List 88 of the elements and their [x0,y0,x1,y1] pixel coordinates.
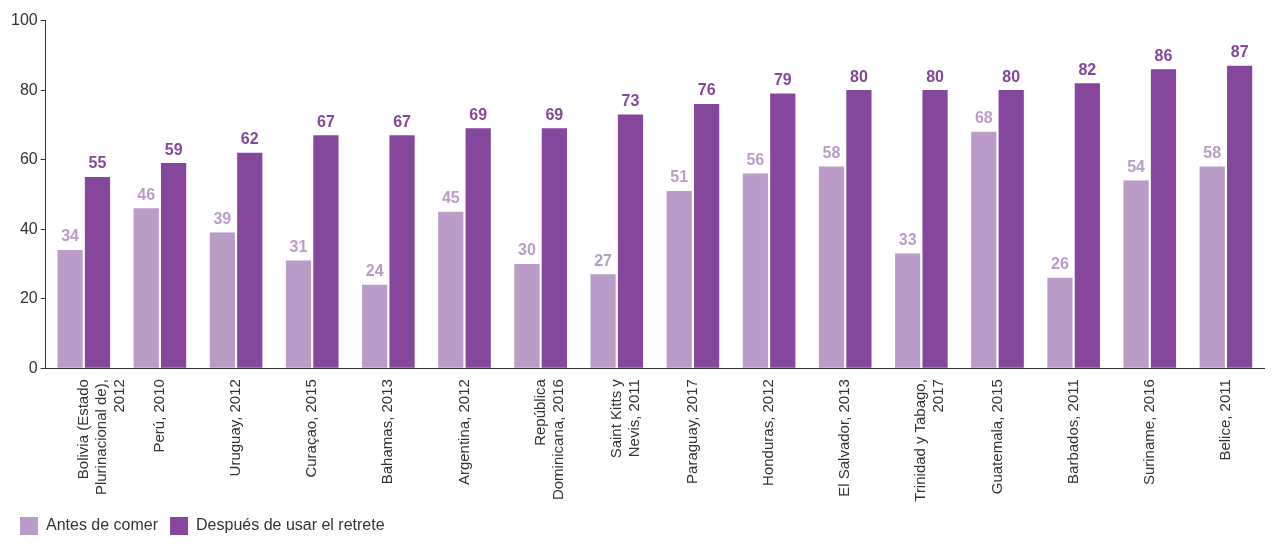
x-tick-label: Argentina, 2012 [454,379,472,486]
bar [666,190,692,368]
x-tick-label: Honduras, 2012 [759,379,777,486]
bar [438,211,464,368]
x-tick-label: Suriname, 2016 [1139,379,1157,486]
x-tick-label: Paraguay, 2017 [683,379,701,484]
legend-label: Antes de comer [46,516,159,534]
data-label: 80 [1002,67,1021,85]
data-label: 58 [822,143,841,161]
bar [285,260,312,368]
data-label: 45 [441,189,460,207]
x-tick-label: Barbados, 2011 [1063,379,1081,484]
bar [1227,65,1253,368]
bar [694,104,720,368]
data-label: 73 [621,91,640,109]
bar [389,135,415,368]
x-tick-label: Bahamas, 2013 [378,379,396,485]
data-label: 67 [393,112,412,130]
legend-label: Después de usar el retrete [196,516,385,534]
bar [57,249,83,368]
data-label: 51 [670,168,689,186]
data-label: 82 [1078,60,1097,78]
data-label: 80 [926,67,945,85]
y-tick-label: 80 [19,80,38,98]
data-label: 33 [898,230,917,248]
x-tick-label: Bolivia (Estado Plurinacional de), 2012 [73,379,127,496]
bar [895,253,921,368]
bar [998,90,1024,368]
data-label: 24 [365,262,384,280]
data-label: 87 [1230,43,1249,61]
x-tick-label: Saint Kitts y Nevis, 2011 [606,378,642,459]
data-label: 69 [469,105,488,123]
x-tick-label: Uruguay, 2012 [226,379,244,477]
bar [922,90,948,368]
x-tick-label: Perú, 2010 [150,379,168,453]
y-tick-label: 100 [10,11,38,29]
y-tick-label: 20 [19,289,38,307]
x-tick-label: Curaçao, 2015 [302,379,320,478]
bar [209,232,235,368]
bar [971,131,997,368]
bar [514,263,540,368]
bar [133,208,159,368]
bar [237,152,263,368]
data-label: 79 [773,70,792,88]
bar [742,173,768,368]
data-label: 58 [1203,143,1222,161]
data-label: 26 [1051,255,1069,273]
data-label: 27 [594,251,613,269]
data-label: 30 [518,241,536,259]
data-label: 56 [746,150,765,168]
data-label: 39 [213,210,232,228]
data-label: 62 [240,130,259,148]
data-label: 55 [88,154,107,172]
bar [846,90,872,368]
data-label: 76 [697,81,716,99]
bar [770,93,796,368]
bar [1150,69,1177,368]
x-tick-label: Belice, 2011 [1216,379,1234,461]
bar [465,128,491,368]
bar [84,177,111,368]
bar [1199,166,1225,368]
x-tick-label: Trinidad y Tabago, 2017 [911,379,947,502]
data-label: 54 [1127,157,1146,175]
bar [1123,180,1149,368]
y-tick-label: 40 [19,219,38,237]
y-tick-label: 0 [28,358,38,376]
bar [617,114,644,368]
x-tick-label: Guatemala, 2015 [987,379,1005,495]
data-label: 34 [61,227,80,245]
x-tick-label: El Salvador, 2013 [835,379,853,497]
data-label: 31 [289,237,308,255]
data-label: 69 [545,105,564,123]
bar [590,274,616,368]
data-label: 80 [850,67,868,85]
bar [1047,277,1073,368]
bar [362,284,388,368]
bar [541,128,567,368]
data-label: 86 [1154,46,1173,64]
x-tick-label: República Dominicana, 2016 [530,378,566,501]
bar [818,166,845,368]
bar [313,135,339,368]
data-label: 68 [974,109,993,127]
bar [161,163,187,368]
data-label: 59 [164,140,183,158]
bar [1074,83,1100,368]
y-tick-label: 60 [19,150,38,168]
data-label: 46 [137,185,156,203]
data-label: 67 [317,112,335,130]
